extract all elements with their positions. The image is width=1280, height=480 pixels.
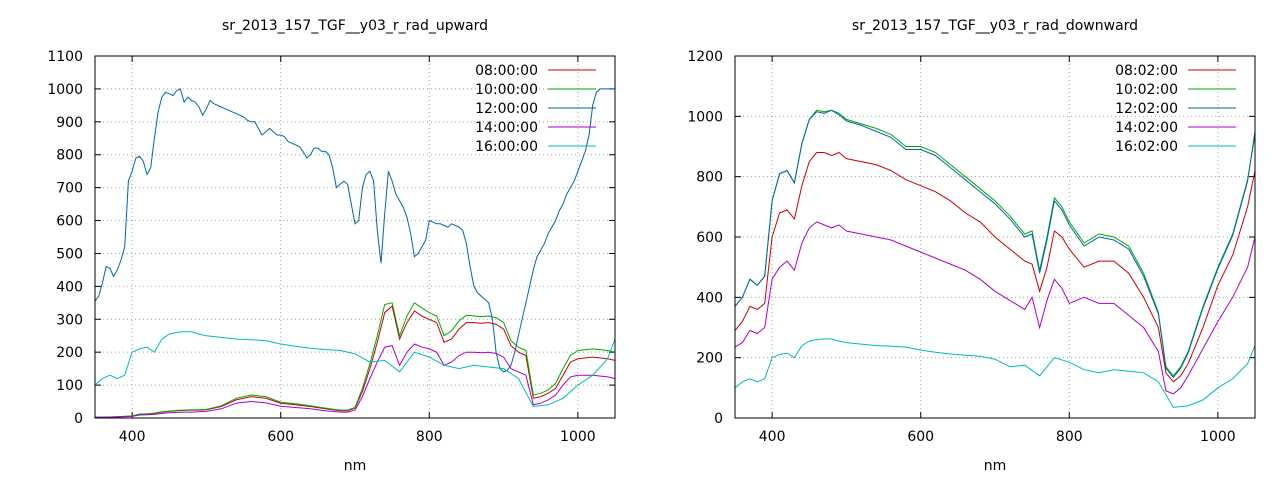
x-tick-label: 800 (1056, 429, 1083, 445)
legend-label: 08:00:00 (475, 63, 538, 79)
x-tick-label: 800 (416, 429, 443, 445)
series-line-120000 (95, 88, 615, 373)
y-tick-label: 500 (56, 246, 83, 262)
chart-upward: sr_2013_157_TGF__y03_r_rad_upward 0 100 200… (47, 18, 616, 474)
legend-label: 10:02:00 (1115, 82, 1178, 98)
series-line-160200 (735, 338, 1255, 408)
y-tick-label: 900 (56, 115, 83, 131)
series-line-120200 (735, 109, 1255, 379)
series-line-080000 (95, 305, 615, 418)
series-line-140000 (95, 343, 615, 418)
series-line-140200 (735, 221, 1255, 395)
chart-downward: sr_2013_157_TGF__y03_r_rad_downward 0 200 4… (687, 18, 1256, 474)
x-tick-label: 400 (119, 429, 146, 445)
legend-label: 16:00:00 (475, 139, 538, 155)
y-tick-label: 400 (56, 279, 83, 295)
y-tick-label: 800 (56, 148, 83, 164)
x-tick-label: 1000 (1200, 429, 1236, 445)
y-tick-label: 600 (696, 230, 723, 246)
y-tick-label: 800 (696, 170, 723, 186)
y-tick-label: 0 (74, 411, 83, 427)
chart-title: sr_2013_157_TGF__y03_r_rad_upward (222, 18, 488, 34)
y-tick-label: 100 (56, 378, 83, 394)
y-tick-label: 200 (56, 345, 83, 361)
legend: 08:00:00 10:00:00 12:00:00 14:00:00 16:00:00 (475, 63, 596, 155)
y-tick-label: 1000 (47, 82, 83, 98)
x-tick-label: 1000 (560, 429, 596, 445)
plot-frame (94, 55, 616, 419)
x-tick-label: 600 (907, 429, 934, 445)
x-tick-label: 600 (267, 429, 294, 445)
legend-label: 12:00:00 (475, 101, 538, 117)
legend-label: 14:00:00 (475, 120, 538, 136)
series-line-160000 (95, 331, 615, 408)
legend-label: 16:02:00 (1115, 139, 1178, 155)
y-tick-label: 1200 (687, 49, 723, 65)
y-tick-label: 1000 (687, 109, 723, 125)
x-axis-label: nm (984, 458, 1007, 474)
y-tick-label: 600 (56, 214, 83, 230)
y-tick-label: 0 (714, 411, 723, 427)
y-tick-label: 300 (56, 312, 83, 328)
legend-label: 12:02:00 (1115, 101, 1178, 117)
legend-label: 08:02:00 (1115, 63, 1178, 79)
chart-title: sr_2013_157_TGF__y03_r_rad_downward (852, 18, 1138, 34)
legend-label: 10:00:00 (475, 82, 538, 98)
y-tick-label: 1100 (47, 49, 83, 65)
x-tick-label: 400 (759, 429, 786, 445)
series-line-080200 (735, 151, 1255, 383)
series-line-100000 (95, 302, 615, 418)
legend: 08:02:00 10:02:00 12:02:00 14:02:00 16:02:00 (1115, 63, 1236, 155)
y-tick-label: 200 (696, 351, 723, 367)
plot-frame (734, 55, 1256, 419)
y-tick-label: 700 (56, 181, 83, 197)
x-axis-label: nm (344, 458, 367, 474)
legend-label: 14:02:00 (1115, 120, 1178, 136)
y-tick-label: 400 (696, 290, 723, 306)
